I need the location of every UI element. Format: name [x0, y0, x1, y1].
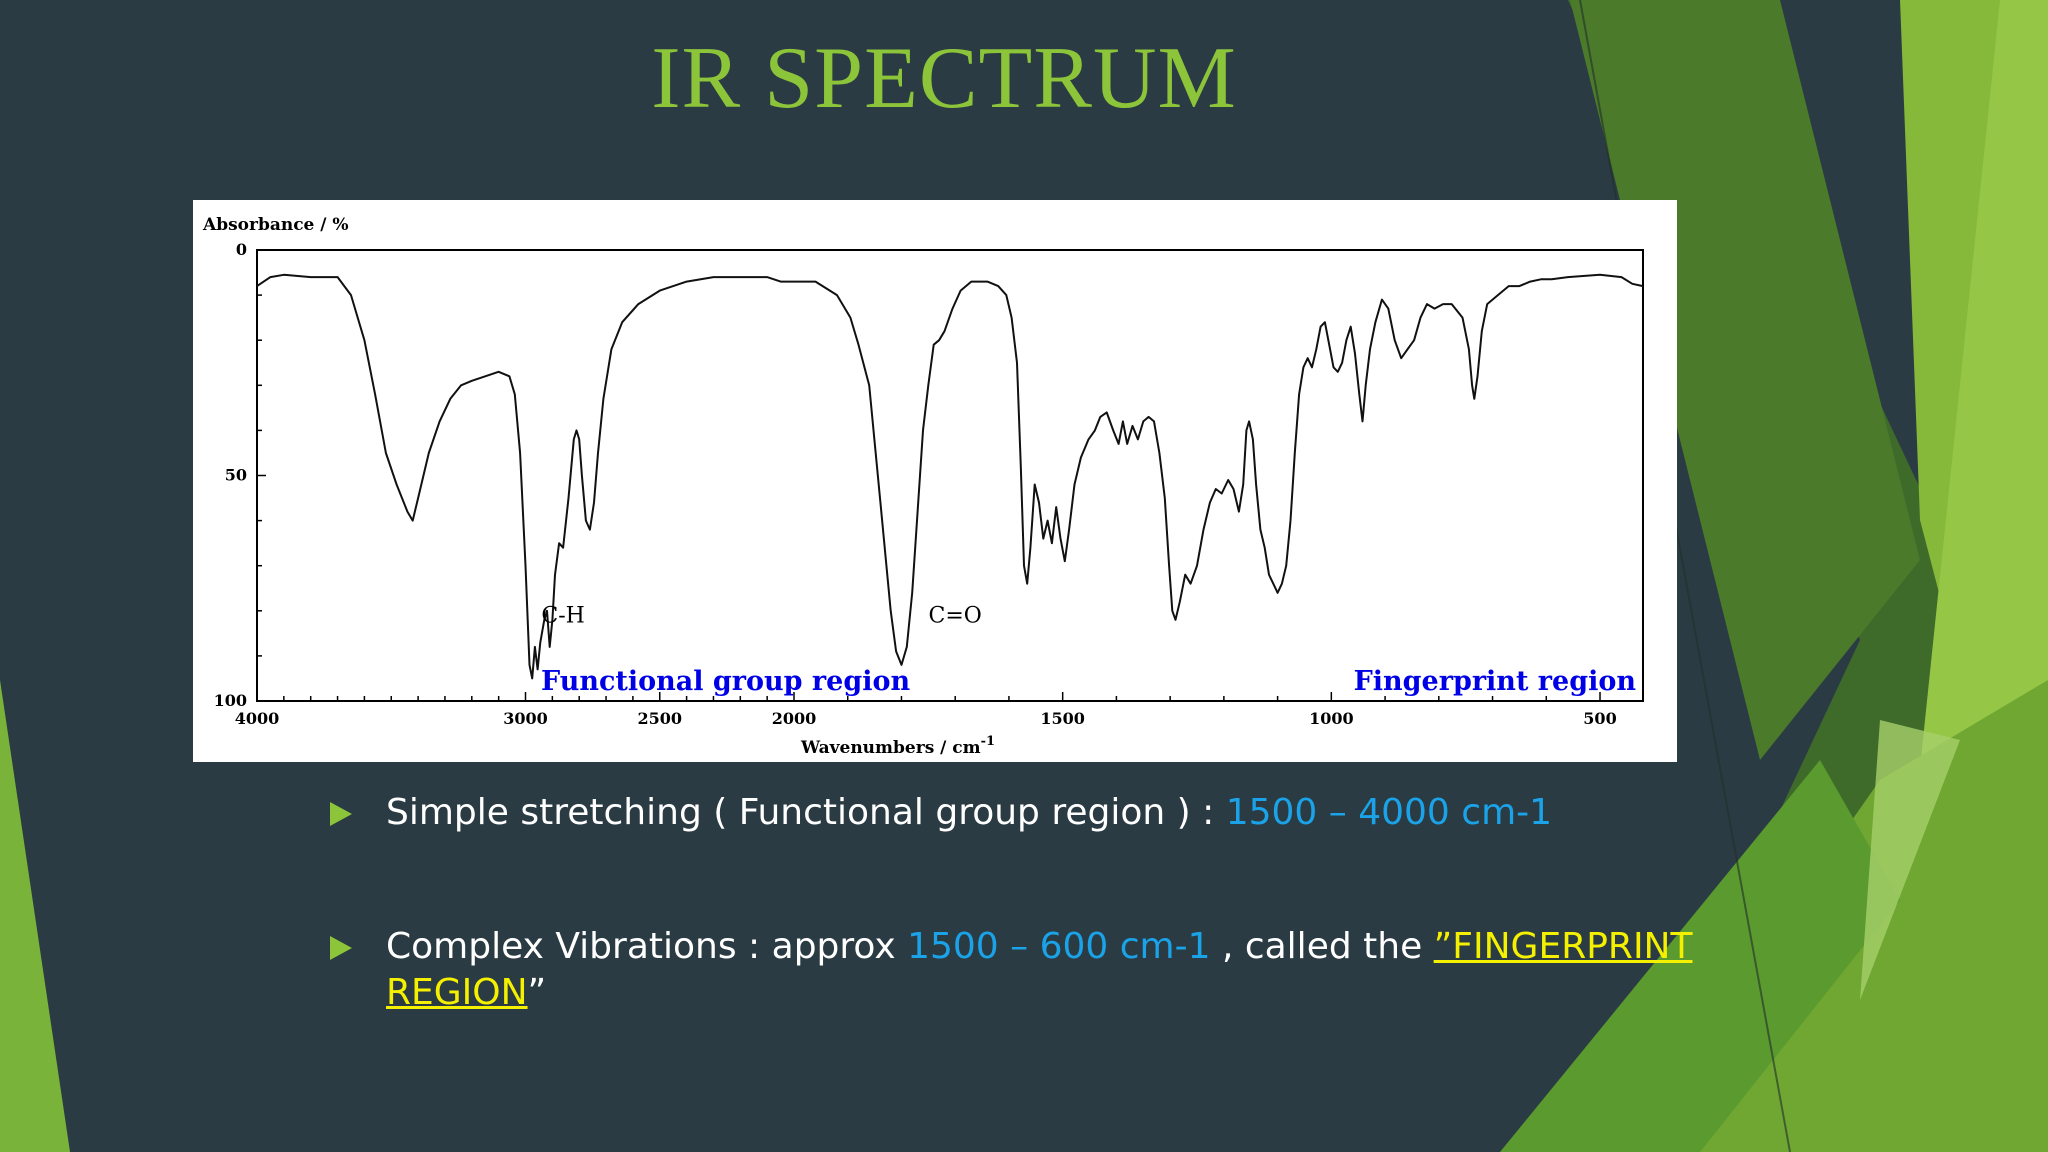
x-tick-label: 4000: [235, 709, 280, 728]
x-tick-label: 1000: [1309, 709, 1354, 728]
closing-quote: ”: [527, 972, 547, 1013]
fingerprint-region-link-continued: REGION: [386, 972, 528, 1013]
slide-title: IR SPECTRUM: [651, 30, 1237, 127]
x-tick-label: 3000: [503, 709, 548, 728]
bullet-functional-group: Simple stretching ( Functional group reg…: [330, 790, 1730, 836]
ir-spectrum-chart: Absorbance / % Wavenumbers / cm-1 4000 30…: [193, 200, 1677, 762]
spectrum-line: [256, 273, 1644, 680]
ir-spectrum-svg: Absorbance / % Wavenumbers / cm-1 4000 30…: [202, 215, 1644, 758]
bullet-range-highlight: 1500 – 600 cm-1: [907, 926, 1211, 967]
bullet-range-highlight: 1500 – 4000 cm-1: [1225, 792, 1553, 833]
x-tick-label: 2500: [637, 709, 682, 728]
bullet-arrow-icon: [330, 936, 352, 960]
x-axis-label: Wavenumbers / cm-1: [800, 734, 995, 758]
chart-labels: 4000 3000 2500 2000 1500 1000 500 0 50 100 C-H C=O F…: [214, 240, 1637, 728]
bullet-text: Simple stretching ( Functional group reg…: [386, 792, 1226, 833]
bullet-text-continued: , called the: [1210, 926, 1434, 967]
region-label: Fingerprint region: [1354, 666, 1637, 697]
bullet-list: Simple stretching ( Functional group reg…: [330, 790, 1730, 1016]
y-tick-label: 50: [225, 466, 247, 485]
y-tick-label: 0: [236, 240, 247, 259]
x-tick-label: 2000: [772, 709, 817, 728]
y-axis-label: Absorbance / %: [202, 215, 349, 235]
bullet-text: Complex Vibrations : approx: [386, 926, 908, 967]
bullet-arrow-icon: [330, 802, 352, 826]
y-tick-label: 100: [214, 691, 247, 710]
peak-annotation: C-H: [541, 603, 584, 628]
fingerprint-region-link: ”FINGERPRINT: [1433, 926, 1693, 967]
region-label: Functional group region: [541, 666, 910, 697]
x-tick-label: 500: [1583, 709, 1616, 728]
axis-ticks: [256, 249, 1601, 702]
x-tick-label: 1500: [1040, 709, 1085, 728]
bullet-complex-vibrations: Complex Vibrations : approx 1500 – 600 c…: [330, 924, 1730, 1016]
peak-annotation: C=O: [929, 603, 982, 628]
